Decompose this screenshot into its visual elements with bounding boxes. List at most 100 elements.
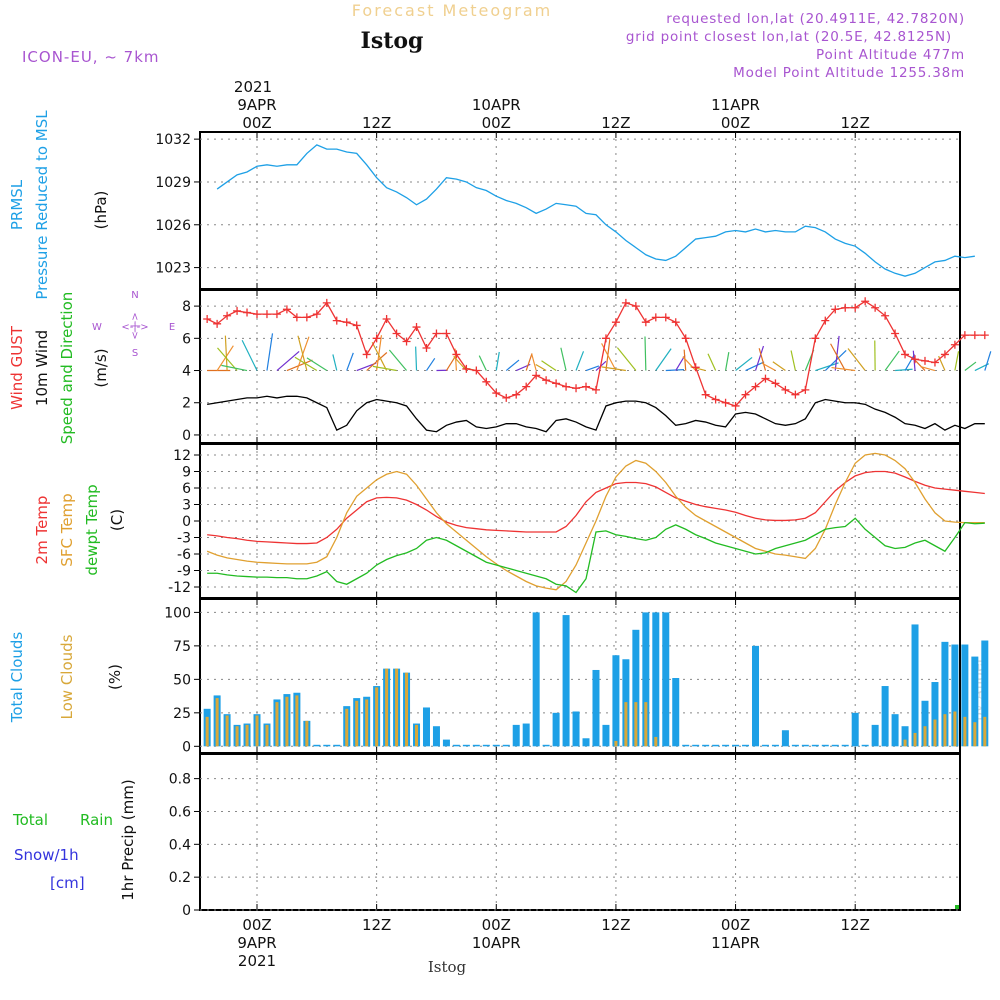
temp-ytick-label: -9 xyxy=(177,564,191,580)
wind-gust-marker xyxy=(911,355,920,364)
bottom-hour-label: 00Z xyxy=(721,916,750,934)
wind-direction-arrow xyxy=(332,354,338,371)
temp-ytick-label: 3 xyxy=(182,498,191,514)
temp-panel-labels: 2m Temp SFC Temp dewpt Temp (C) xyxy=(33,484,126,575)
total-cloud-bar xyxy=(732,744,740,747)
wind-gust-marker xyxy=(472,366,481,375)
cloud-panel-labels: Total Clouds Low Clouds (%) xyxy=(8,632,124,724)
wind-gust-marker xyxy=(771,379,780,388)
low-cloud-bar xyxy=(395,668,399,747)
wind-gust-marker xyxy=(731,401,740,410)
wind-direction-arrow xyxy=(904,354,916,371)
temp-dewpt-label: dewpt Temp xyxy=(83,484,101,575)
low-cloud-bar xyxy=(385,668,389,747)
wind-ytick-label: 0 xyxy=(182,428,191,444)
wind-ytick-label: 6 xyxy=(182,331,191,347)
wind-gust-marker xyxy=(502,393,511,402)
total-cloud-bar xyxy=(781,730,789,747)
temp-sfc-label: SFC Temp xyxy=(58,493,76,566)
point-altitude: Point Altitude 477m xyxy=(816,47,965,63)
precip-frame xyxy=(199,753,961,911)
wind-gust-marker xyxy=(382,314,391,323)
wind-gust-marker xyxy=(701,390,710,399)
wind-direction-arrow xyxy=(286,359,313,372)
wind-direction-arrow xyxy=(601,366,626,372)
wind-direction-arrow xyxy=(376,335,383,371)
wind-ytick-label: 8 xyxy=(182,299,191,315)
total-cloud-bar xyxy=(662,612,670,747)
prmsl-label: PRMSL xyxy=(8,179,26,230)
bottom-date-label: 10APR xyxy=(472,934,521,952)
total-cloud-bar xyxy=(761,744,769,747)
wind-gust-marker xyxy=(861,297,870,306)
precip-ytick-label: 0.4 xyxy=(169,837,191,853)
pressure-panel: 1023 1026 1029 1032 xyxy=(155,131,975,290)
cloud-unit-label: (%) xyxy=(106,664,124,690)
low-cloud-bar xyxy=(245,724,249,747)
wind-gust-marker xyxy=(791,390,800,399)
wind-gust-marker xyxy=(342,318,351,327)
low-cloud-bar xyxy=(405,672,409,747)
total-cloud-bar xyxy=(642,612,650,747)
total-cloud-bar xyxy=(432,726,440,747)
wind-gust-marker xyxy=(332,316,341,325)
low-cloud-bar xyxy=(295,695,299,747)
clouds-frame xyxy=(199,598,961,754)
bottom-hour-label: 12Z xyxy=(601,916,630,934)
snow-unit-label: [cm] xyxy=(50,874,85,892)
total-cloud-bar xyxy=(682,744,690,747)
pressure-frame xyxy=(199,131,961,290)
wind-direction-arrow xyxy=(644,336,647,371)
precip-panel: 0 0.2 0.4 0.6 0.8 xyxy=(169,753,961,919)
clouds-ytick-label: 0 xyxy=(182,739,191,755)
total-cloud-bar xyxy=(323,744,331,747)
wind-direction-arrow xyxy=(372,365,397,372)
low-cloud-bar xyxy=(355,700,359,747)
wind-direction-arrow xyxy=(525,353,533,371)
temp-dewpt-line xyxy=(207,517,985,594)
temp-ytick-label: -12 xyxy=(168,580,191,596)
temp-ytick-label: 12 xyxy=(173,448,191,464)
wind-gust-marker xyxy=(442,329,451,338)
wind-gust-marker xyxy=(223,311,232,320)
wind-direction-arrow xyxy=(541,360,557,372)
low-cloud-bar xyxy=(255,715,259,747)
wind-gust-marker xyxy=(801,385,810,394)
total-cloud-bar xyxy=(971,656,979,747)
wind-direction-arrow xyxy=(847,348,866,371)
wind-10m-line xyxy=(207,395,985,433)
total-cloud-bar xyxy=(652,612,660,747)
clouds-ytick-label: 100 xyxy=(164,605,191,621)
temp-sfc-line xyxy=(206,452,985,591)
top-time-axis: 2021 xyxy=(234,78,272,96)
top-hour-label: 00Z xyxy=(482,114,511,132)
wind-direction-arrow xyxy=(920,365,936,372)
pressure-unit-label: (hPa) xyxy=(92,191,110,230)
total-cloud-bar xyxy=(462,744,470,747)
wind-gust-marker xyxy=(920,356,929,365)
wind-gust-marker xyxy=(691,363,700,372)
bottom-hour-label: 12Z xyxy=(841,916,870,934)
wind-direction-arrow xyxy=(954,351,960,371)
clouds-ytick-label: 50 xyxy=(173,672,191,688)
wind-gust-marker xyxy=(741,390,750,399)
wind-unit-label: (m/s) xyxy=(92,348,110,387)
total-cloud-bar xyxy=(712,744,720,747)
wind-frame xyxy=(199,289,961,444)
pressure-msl-label: Pressure Reduced to MSL xyxy=(33,110,51,300)
top-hour-label: 12Z xyxy=(601,114,630,132)
wind-direction-arrow xyxy=(815,362,839,372)
wind-direction-arrow xyxy=(707,353,717,371)
wind-gust-marker xyxy=(661,313,670,322)
prmsl-line xyxy=(216,144,975,277)
wind-direction-arrow xyxy=(758,348,767,371)
wind-gust-marker xyxy=(651,313,660,322)
wind-gust-marker xyxy=(761,374,770,383)
total-cloud-bar xyxy=(512,724,520,747)
wind-direction-arrow xyxy=(831,366,856,372)
total-cloud-bar xyxy=(801,744,809,747)
wind-gust-marker xyxy=(851,303,860,312)
bottom-year-label: 2021 xyxy=(238,952,276,970)
wind-gust-marker xyxy=(781,385,790,394)
wind-direction-arrow xyxy=(366,352,388,371)
